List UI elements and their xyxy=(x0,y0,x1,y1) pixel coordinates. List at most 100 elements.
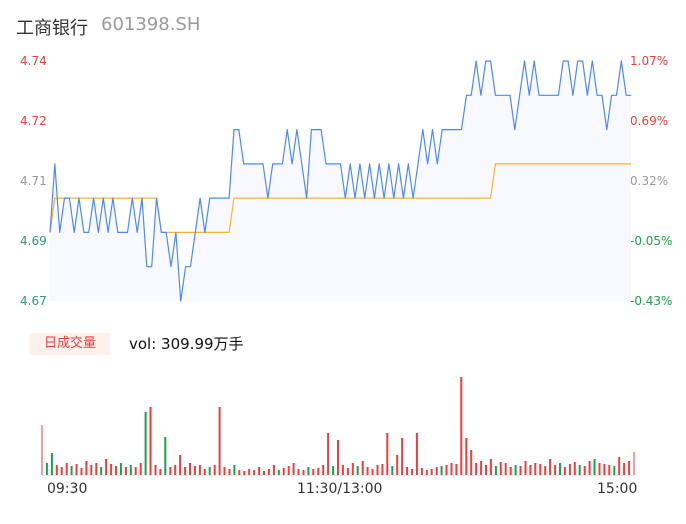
volume-bar xyxy=(80,468,83,475)
volume-bar xyxy=(465,438,468,475)
volume-bar xyxy=(603,464,606,475)
volume-bar xyxy=(445,465,448,475)
volume-bar xyxy=(223,467,226,475)
volume-bar xyxy=(164,437,167,475)
volume-bar xyxy=(524,461,527,475)
volume-bar xyxy=(623,463,626,475)
volume-bar xyxy=(134,467,137,475)
volume-bar xyxy=(267,469,270,475)
volume-bar xyxy=(41,425,43,475)
volume-bar xyxy=(263,471,265,475)
volume-bar xyxy=(55,465,58,475)
y-tick-left: 4.67 xyxy=(20,294,47,308)
volume-bar xyxy=(425,470,428,475)
volume-bar xyxy=(119,463,122,475)
volume-bar xyxy=(588,461,591,475)
volume-bar xyxy=(366,467,369,475)
volume-bar xyxy=(529,465,532,475)
volume-bar xyxy=(154,465,157,475)
volume-bar xyxy=(272,465,275,475)
volume-bar xyxy=(351,463,354,475)
volume-bar xyxy=(539,464,542,475)
volume-bar xyxy=(435,467,438,475)
volume-bar xyxy=(50,453,53,475)
volume-bar xyxy=(179,455,182,475)
x-tick: 11:30/13:00 xyxy=(297,481,383,497)
stock-name: 工商银行 xyxy=(16,18,88,39)
stock-code: 601398.SH xyxy=(101,14,201,35)
volume-bar xyxy=(578,465,581,475)
volume-bar xyxy=(238,470,241,475)
volume-bar xyxy=(406,467,409,475)
volume-bar xyxy=(337,440,339,475)
volume-bar xyxy=(332,466,335,475)
volume-bar xyxy=(440,466,443,475)
volume-bar xyxy=(115,466,117,475)
volume-bar xyxy=(381,464,384,475)
volume-bar xyxy=(169,467,172,475)
volume-bar xyxy=(583,466,586,475)
volume-bar xyxy=(504,463,507,475)
y-tick-left: 4.74 xyxy=(20,54,47,68)
volume-bar xyxy=(341,465,344,475)
volume-bar xyxy=(228,469,231,475)
volume-bar xyxy=(415,433,418,475)
volume-bar xyxy=(129,465,132,475)
volume-bar xyxy=(144,412,147,475)
volume-bar xyxy=(317,468,320,475)
volume-bar xyxy=(361,461,364,475)
volume-bar xyxy=(312,469,315,475)
volume-bar xyxy=(450,463,453,475)
y-tick-right: -0.43% xyxy=(630,294,673,308)
volume-bar xyxy=(554,465,557,475)
volume-bar xyxy=(95,463,98,475)
volume-bar xyxy=(75,464,78,475)
volume-bar xyxy=(480,461,483,475)
volume-bar xyxy=(159,469,162,475)
volume-bar xyxy=(430,469,433,475)
volume-bar xyxy=(139,463,142,475)
x-tick: 09:30 xyxy=(47,481,88,497)
volume-bar xyxy=(277,470,280,475)
volume-bar xyxy=(248,469,251,475)
y-tick-right: 1.07% xyxy=(630,54,669,68)
volume-bar xyxy=(184,467,187,475)
volume-bar xyxy=(110,464,113,475)
volume-bar xyxy=(302,470,305,475)
volume-bar xyxy=(485,465,487,475)
volume-bar xyxy=(470,450,473,475)
y-tick-left: 4.71 xyxy=(20,174,47,188)
volume-bar xyxy=(455,464,458,475)
volume-bar xyxy=(346,468,349,475)
y-tick-right: -0.05% xyxy=(630,234,673,248)
volume-bar xyxy=(356,466,359,475)
volume-bar xyxy=(174,465,177,475)
volume-readout: vol: 309.99万手 xyxy=(129,335,244,353)
volume-bar xyxy=(509,467,512,475)
volume-bar xyxy=(499,462,502,475)
daily-volume-tab[interactable]: 日成交量 xyxy=(30,333,110,355)
volume-bar xyxy=(193,466,196,475)
volume-bar xyxy=(70,466,73,475)
volume-bar xyxy=(124,467,127,475)
y-tick-left: 4.69 xyxy=(20,234,47,248)
volume-bar xyxy=(618,457,621,475)
volume-bar xyxy=(396,455,399,475)
price-line xyxy=(49,60,631,302)
volume-bar xyxy=(105,459,108,475)
volume-bar xyxy=(233,465,236,475)
volume-bar xyxy=(475,463,478,475)
volume-bar xyxy=(386,433,389,475)
volume-bar xyxy=(297,469,300,475)
volume-bar xyxy=(253,470,256,475)
volume-bar xyxy=(573,462,576,475)
volume-bar xyxy=(243,471,246,475)
volume-bar xyxy=(292,463,295,475)
volume-bar xyxy=(282,468,285,475)
volume-bar xyxy=(549,459,552,475)
volume-bar xyxy=(489,459,492,475)
volume-bar xyxy=(85,461,88,475)
volume-bar xyxy=(100,467,103,475)
volume-bar xyxy=(376,465,379,475)
